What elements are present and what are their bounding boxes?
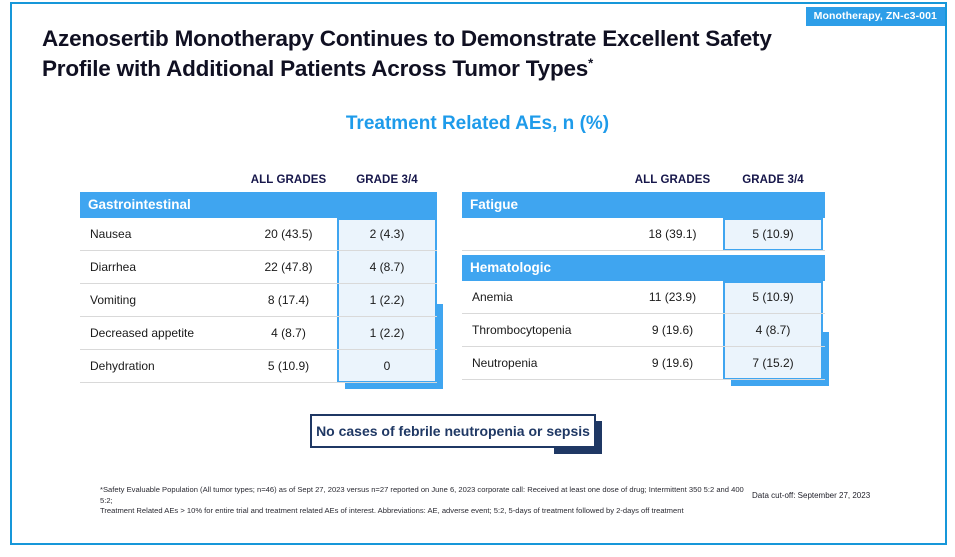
column-headers: ALL GRADES GRADE 3/4 <box>80 168 437 192</box>
title-footnote-marker: * <box>588 55 593 71</box>
row-label: Anemia <box>472 290 513 304</box>
grade34-value: 5 (10.9) <box>752 290 794 304</box>
grade34-value: 4 (8.7) <box>369 260 405 274</box>
fatigue-hematologic-table: ALL GRADES GRADE 3/4 Fatigue 18 (39.1) 5… <box>462 168 829 386</box>
column-headers: ALL GRADES GRADE 3/4 <box>462 168 825 192</box>
row-label: Neutropenia <box>472 356 538 370</box>
grade34-value: 2 (4.3) <box>369 227 405 241</box>
row-label: Decreased appetite <box>90 326 195 340</box>
all-grades-value: 9 (19.6) <box>651 356 694 370</box>
study-badge: Monotherapy, ZN-c3-001 <box>805 7 945 26</box>
grade34-value: 1 (2.2) <box>369 293 405 307</box>
title-line2: Profile with Additional Patients Across … <box>42 55 589 81</box>
footnote-line1: *Safety Evaluable Population (All tumor … <box>100 485 744 505</box>
grade34-value: 7 (15.2) <box>752 356 794 370</box>
all-grades-value: 9 (19.6) <box>651 323 694 337</box>
title-line1: Azenosertib Monotherapy Continues to Dem… <box>42 26 772 51</box>
section-header-fatigue: Fatigue <box>462 192 825 218</box>
table-row-nausea: Nausea 20 (43.5) 2 (4.3) <box>80 218 437 251</box>
grade34-highlight-column <box>337 218 443 389</box>
grade34-value: 0 <box>383 359 391 373</box>
safety-callout-box: No cases of febrile neutropenia or sepsi… <box>310 414 602 454</box>
gastrointestinal-table: ALL GRADES GRADE 3/4 Gastrointestinal Na… <box>80 168 443 389</box>
grade34-highlight-hematologic <box>723 281 829 386</box>
all-grades-value: 20 (43.5) <box>264 227 313 241</box>
grade34-value: 1 (2.2) <box>369 326 405 340</box>
slide-title: Azenosertib Monotherapy Continues to Dem… <box>42 24 922 83</box>
row-label: Dehydration <box>90 359 155 373</box>
column-header-grade34: GRADE 3/4 <box>742 174 804 186</box>
row-label: Nausea <box>90 227 132 241</box>
table-title: Treatment Related AEs, n (%) <box>345 113 610 134</box>
table-row-thrombocytopenia: Thrombocytopenia 9 (19.6) 4 (8.7) <box>462 314 825 347</box>
all-grades-value: 5 (10.9) <box>267 359 310 373</box>
row-label: Diarrhea <box>90 260 137 274</box>
data-cutoff-label: Data cut-off: September 27, 2023 <box>752 491 871 500</box>
table-row-dehydration: Dehydration 5 (10.9) 0 <box>80 350 437 383</box>
table-row-fatigue: 18 (39.1) 5 (10.9) <box>462 218 825 251</box>
column-header-all-grades: ALL GRADES <box>250 174 327 186</box>
section-header-gastrointestinal: Gastrointestinal <box>80 192 437 218</box>
grade34-value: 4 (8.7) <box>755 323 791 337</box>
table-row-neutropenia: Neutropenia 9 (19.6) 7 (15.2) <box>462 347 825 380</box>
all-grades-value: 4 (8.7) <box>271 326 306 340</box>
footnote: *Safety Evaluable Population (All tumor … <box>100 485 748 517</box>
all-grades-value: 22 (47.8) <box>264 260 313 274</box>
all-grades-value: 8 (17.4) <box>267 293 310 307</box>
footnote-line2: Treatment Related AEs > 10% for entire t… <box>100 506 684 516</box>
all-grades-value: 18 (39.1) <box>648 227 697 241</box>
table-row-vomiting: Vomiting 8 (17.4) 1 (2.2) <box>80 284 437 317</box>
section-header-hematologic: Hematologic <box>462 255 825 281</box>
table-row-diarrhea: Diarrhea 22 (47.8) 4 (8.7) <box>80 251 437 284</box>
grade34-value: 5 (10.9) <box>752 227 794 241</box>
column-header-all-grades: ALL GRADES <box>634 174 711 186</box>
all-grades-value: 11 (23.9) <box>648 290 697 304</box>
table-row-anemia: Anemia 11 (23.9) 5 (10.9) <box>462 281 825 314</box>
table-row-decreased-appetite: Decreased appetite 4 (8.7) 1 (2.2) <box>80 317 437 350</box>
column-header-grade34: GRADE 3/4 <box>356 174 418 186</box>
row-label: Vomiting <box>90 293 137 307</box>
row-label: Thrombocytopenia <box>472 323 572 337</box>
